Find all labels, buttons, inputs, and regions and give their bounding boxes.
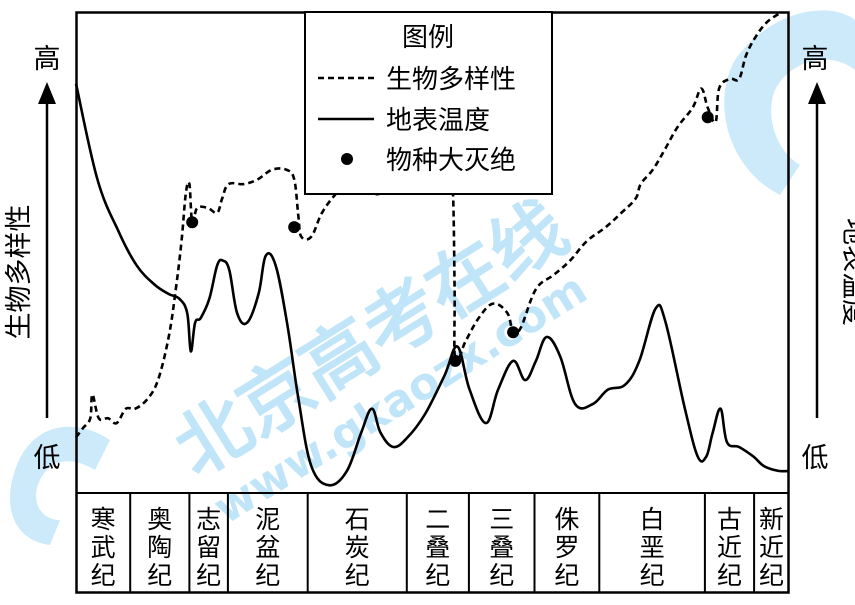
watermark-logo-mark-right bbox=[724, 10, 855, 195]
extinction-point bbox=[701, 111, 714, 124]
left-axis-high: 高 bbox=[34, 44, 61, 75]
period-label: 寒武纪 bbox=[91, 505, 116, 590]
temperature-line bbox=[74, 83, 790, 487]
right-axis-high: 高 bbox=[802, 44, 829, 75]
series-layer bbox=[74, 10, 790, 487]
period-label: 白垩纪 bbox=[640, 505, 665, 590]
legend-entry-extinction: 物种大灭绝 bbox=[386, 146, 516, 176]
period-label: 石炭纪 bbox=[345, 505, 370, 590]
legend-swatch-dot bbox=[341, 153, 353, 165]
right-axis-label: 地表温度 bbox=[838, 218, 855, 326]
legend-entry-biodiversity: 生物多样性 bbox=[386, 65, 516, 95]
left-axis-label: 生物多样性 bbox=[4, 205, 35, 340]
left-axis-arrowhead bbox=[38, 82, 56, 104]
period-label: 侏罗纪 bbox=[554, 505, 579, 590]
extinction-point bbox=[507, 326, 520, 339]
extinction-layer bbox=[186, 111, 714, 367]
right-axis-arrowhead bbox=[808, 82, 826, 104]
extinction-point bbox=[449, 354, 462, 367]
legend-title: 图例 bbox=[402, 23, 454, 53]
right-y-axis: 高 地表温度 低 bbox=[802, 44, 855, 474]
period-label: 志留纪 bbox=[196, 505, 221, 590]
legend-entry-temperature: 地表温度 bbox=[386, 106, 490, 136]
period-label: 新近纪 bbox=[759, 505, 784, 590]
extinction-point bbox=[186, 216, 199, 229]
right-axis-low: 低 bbox=[802, 443, 829, 474]
period-label: 古近纪 bbox=[717, 505, 742, 590]
watermark-logo-mark bbox=[10, 426, 110, 545]
period-label: 奥陶纪 bbox=[147, 505, 172, 590]
extinction-point bbox=[288, 221, 301, 234]
period-label: 三叠纪 bbox=[489, 505, 514, 590]
period-label: 泥盆纪 bbox=[255, 505, 280, 590]
legend: 图例 生物多样性 地表温度 物种大灭绝 bbox=[304, 11, 553, 195]
period-label: 二叠纪 bbox=[425, 505, 450, 590]
left-y-axis: 高 生物多样性 低 bbox=[4, 44, 61, 474]
left-axis-low: 低 bbox=[34, 443, 61, 474]
